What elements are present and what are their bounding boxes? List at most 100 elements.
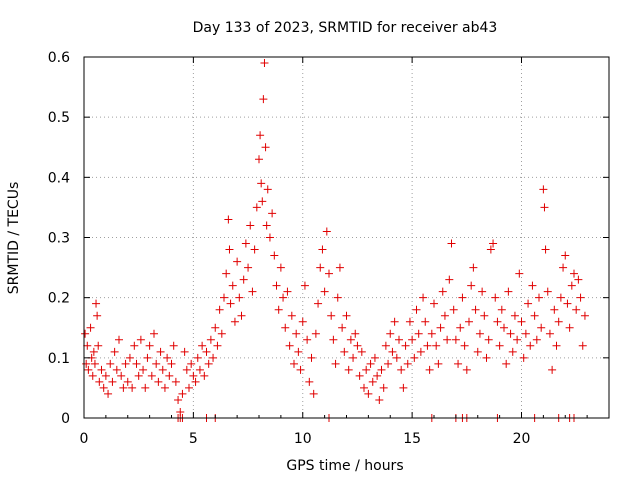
data-point: [421, 317, 430, 326]
data-point: [425, 365, 434, 374]
data-point: [519, 353, 528, 362]
data-point: [362, 365, 371, 374]
data-point: [432, 341, 441, 350]
data-point: [397, 365, 406, 374]
data-point: [314, 299, 323, 308]
data-point: [331, 359, 340, 368]
data-point: [158, 365, 167, 374]
data-point: [390, 317, 399, 326]
data-point: [506, 329, 515, 338]
data-point: [290, 359, 298, 368]
data-point: [206, 335, 215, 344]
data-point: [495, 341, 504, 350]
data-point: [191, 377, 200, 386]
data-point: [237, 311, 246, 320]
data-point: [213, 341, 222, 350]
y-tick-label: 0.6: [48, 50, 70, 66]
data-point: [574, 275, 583, 284]
data-point: [344, 365, 353, 374]
data-point: [349, 353, 358, 362]
data-point: [154, 377, 163, 386]
data-point: [257, 179, 266, 188]
data-point: [489, 239, 498, 248]
data-point: [440, 311, 449, 320]
data-point: [108, 377, 117, 386]
data-point: [93, 311, 102, 320]
data-point: [392, 353, 401, 362]
data-point: [384, 359, 393, 368]
data-point: [517, 317, 526, 326]
data-point: [88, 371, 97, 380]
data-point: [150, 329, 158, 338]
data-point: [270, 251, 279, 260]
data-point: [473, 347, 482, 356]
data-point: [287, 311, 296, 320]
data-point: [471, 305, 480, 314]
data-point: [260, 59, 269, 68]
data-point: [572, 305, 581, 314]
data-point: [160, 383, 169, 392]
x-axis-label: GPS time / hours: [286, 458, 403, 474]
data-point: [454, 359, 463, 368]
data-point: [335, 263, 344, 272]
data-point: [325, 269, 333, 278]
data-point: [377, 365, 386, 374]
data-point: [438, 287, 447, 296]
data-point: [497, 305, 506, 314]
data-point: [281, 323, 290, 332]
data-point: [279, 293, 288, 302]
data-point: [272, 281, 281, 290]
data-point: [346, 335, 355, 344]
data-point: [419, 293, 428, 302]
data-point: [493, 317, 502, 326]
y-tick-label: 0.1: [48, 351, 70, 367]
data-point: [570, 269, 578, 278]
data-point: [200, 371, 209, 380]
data-point: [541, 245, 550, 254]
data-point: [86, 323, 95, 332]
data-point: [294, 347, 303, 356]
data-point: [360, 383, 368, 392]
data-point: [104, 389, 113, 398]
data-point: [115, 335, 123, 344]
data-point: [416, 347, 425, 356]
data-point: [478, 287, 487, 296]
data-point: [246, 221, 255, 230]
data-point: [128, 383, 137, 392]
data-point: [515, 269, 524, 278]
data-point: [101, 371, 110, 380]
data-point: [353, 341, 362, 350]
data-point: [187, 359, 196, 368]
data-point: [204, 359, 213, 368]
data-point: [89, 347, 98, 356]
data-point: [167, 359, 176, 368]
data-point: [311, 329, 320, 338]
data-point: [486, 245, 495, 254]
data-point: [309, 389, 318, 398]
data-point: [563, 299, 572, 308]
data-point: [364, 389, 373, 398]
data-point: [327, 311, 336, 320]
data-point: [408, 335, 417, 344]
data-point: [373, 371, 382, 380]
data-point: [174, 395, 183, 404]
data-point: [532, 335, 541, 344]
data-point: [265, 233, 274, 242]
y-tick-label: 0.3: [48, 231, 70, 247]
data-point: [539, 185, 548, 194]
data-point: [226, 299, 235, 308]
data-point: [95, 377, 104, 386]
data-point: [285, 341, 294, 350]
y-tick-label: 0.5: [48, 110, 70, 126]
data-point: [296, 365, 305, 374]
data-point: [316, 263, 325, 272]
data-point: [303, 335, 312, 344]
data-point: [268, 209, 277, 218]
data-point: [92, 299, 101, 308]
data-point: [370, 353, 379, 362]
data-point: [556, 293, 565, 302]
data-point: [152, 359, 161, 368]
data-point: [467, 281, 476, 290]
data-point: [141, 383, 150, 392]
